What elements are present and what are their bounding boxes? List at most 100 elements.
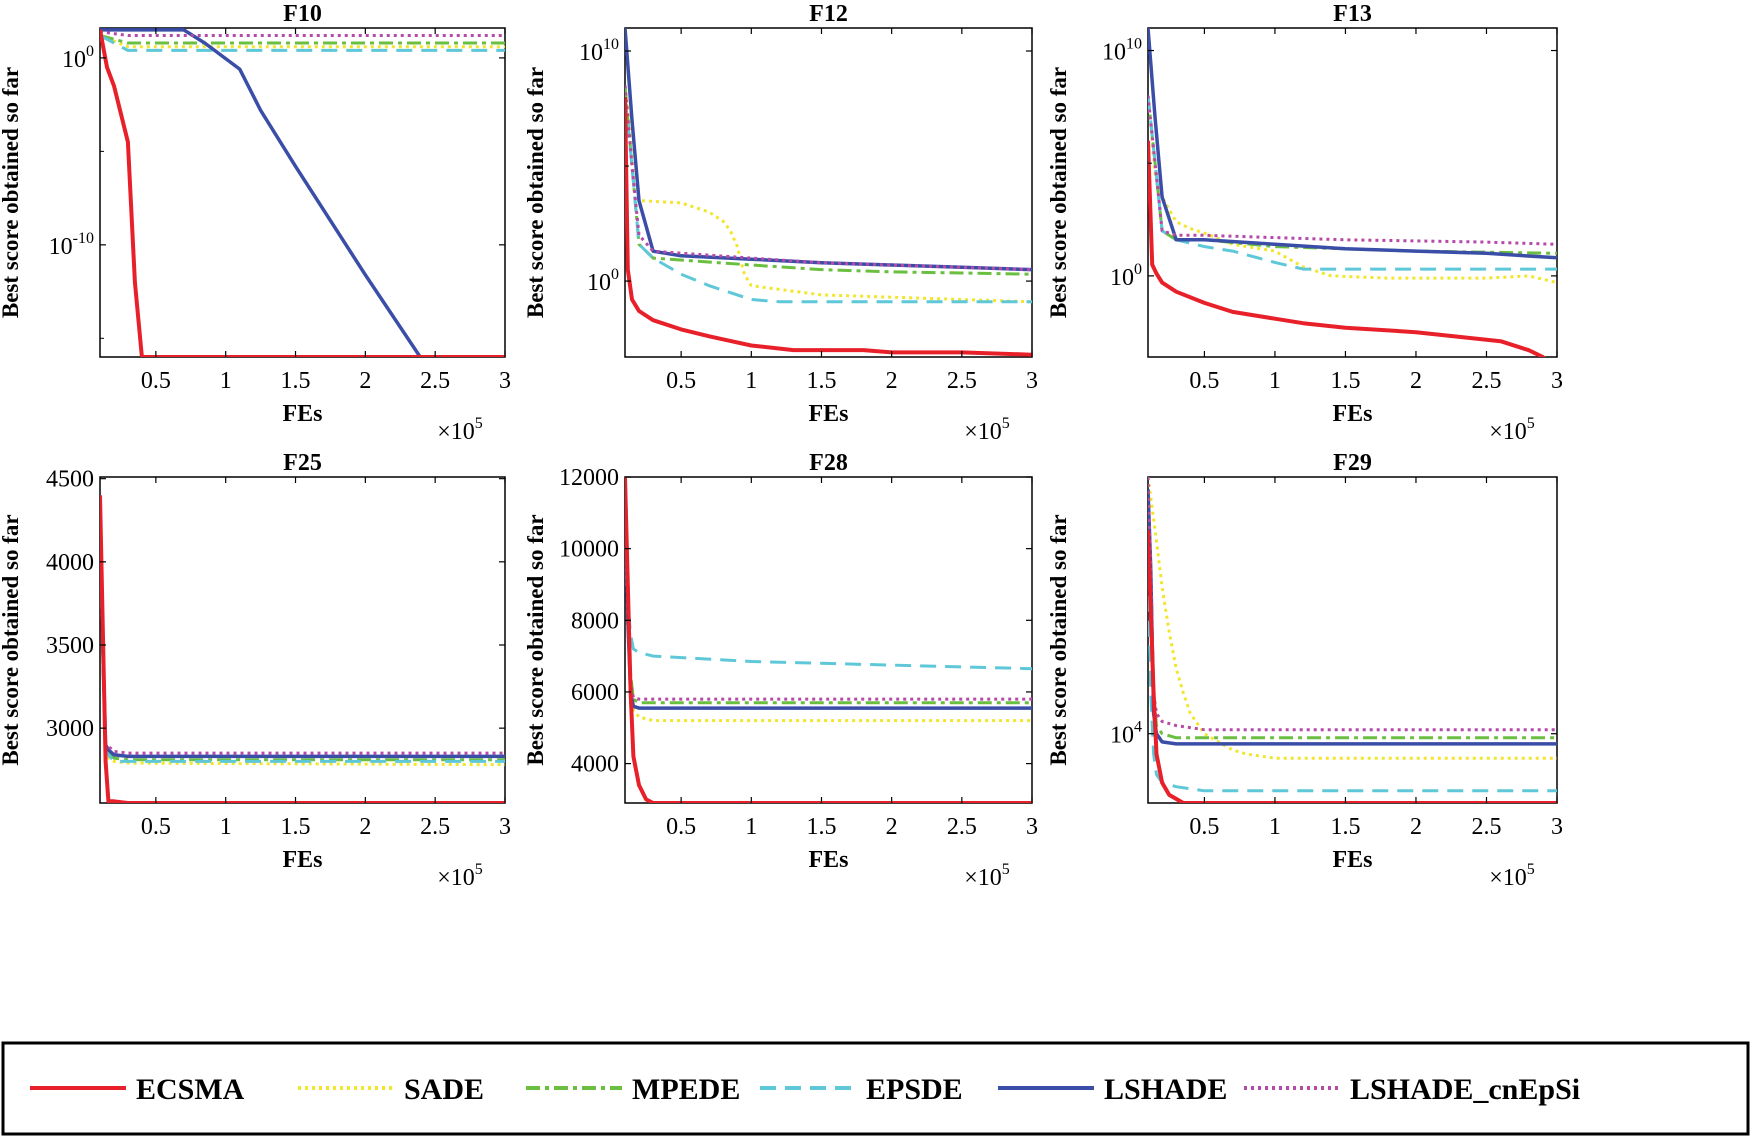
x-tick-label: 3: [1026, 814, 1038, 840]
x-tick-label: 1: [1269, 814, 1281, 840]
series-epsde: [1148, 95, 1557, 271]
panel-f29-series: [1148, 477, 1557, 803]
x-tick-label: 3: [499, 814, 511, 840]
x-tick-label: 1.5: [1330, 814, 1360, 840]
x-tick-label: 3: [499, 368, 511, 394]
panel-f10-x-multiplier: ×105: [437, 415, 483, 445]
y-tick-label: 104: [1110, 719, 1142, 749]
panel-f12: 0.5 1 1.5 2 2.5 3 1010 100 F12 FEs ×105 Best score …: [523, 1, 1038, 445]
x-tick-label: 1.5: [1330, 368, 1360, 394]
y-tick-label: 10-10: [49, 230, 94, 260]
panel-f10-axes: [99, 27, 506, 358]
x-tick-label: 1: [745, 368, 757, 394]
x-tick-label: 1.5: [806, 814, 836, 840]
legend-item-epsde: EPSDE: [760, 1073, 963, 1106]
panel-f10-ylabel: Best score obtained so far: [0, 67, 23, 318]
legend-label-mpede: MPEDE: [632, 1073, 740, 1106]
panel-f13-title: F13: [1333, 1, 1372, 27]
y-tick-label: 4500: [46, 467, 94, 493]
panel-f28-axes: [624, 476, 1033, 804]
legend-item-sade: SADE: [298, 1073, 484, 1106]
panel-f25-xlabel: FEs: [282, 847, 322, 873]
x-tick-label: 1.5: [281, 814, 311, 840]
series-ecsma: [100, 495, 505, 803]
y-tick-label: 12000: [559, 465, 619, 491]
legend-item-lshade: LSHADE: [998, 1073, 1227, 1106]
panel-f10-series: [100, 28, 505, 357]
panel-f29-x-multiplier: ×105: [1489, 861, 1535, 891]
panel-f13: 0.5 1 1.5 2 2.5 3 1010 100 F13 FEs ×105 Best score …: [1046, 1, 1563, 445]
series-sade: [100, 34, 505, 49]
y-tick-label: 8000: [571, 608, 619, 634]
x-tick-label: 2.5: [947, 814, 977, 840]
x-tick-label: 0.5: [141, 368, 171, 394]
x-tick-label: 0.5: [1189, 814, 1219, 840]
panel-f13-axes: [1147, 27, 1558, 358]
x-tick-label: 3: [1026, 368, 1038, 394]
x-tick-label: 1.5: [281, 368, 311, 394]
series-lshade-cnepsi: [625, 85, 1032, 272]
x-tick-label: 1: [220, 814, 232, 840]
series-ecsma: [100, 29, 505, 357]
panel-f13-xlabel: FEs: [1332, 401, 1372, 427]
legend-label-sade: SADE: [404, 1073, 484, 1106]
x-tick-label: 3: [1551, 814, 1563, 840]
panel-f28-title: F28: [809, 450, 848, 476]
panel-f25-title: F25: [283, 450, 322, 476]
panel-f10-xlabel: FEs: [282, 401, 322, 427]
legend-item-mpede: MPEDE: [526, 1073, 740, 1106]
series-epsde: [1148, 570, 1557, 793]
x-tick-label: 0.5: [666, 368, 696, 394]
panel-f25-x-multiplier: ×105: [437, 861, 483, 891]
panel-f13-x-multiplier: ×105: [1489, 415, 1535, 445]
series-lshade-cnepsi: [100, 30, 505, 37]
panel-f28-series: [625, 477, 1032, 803]
x-tick-label: 2.5: [947, 368, 977, 394]
legend: ECSMA SADE MPEDE EPSDE LSHADE LSHADE_cnEpSi: [1, 1041, 1750, 1136]
series-lshade: [625, 28, 1032, 272]
x-tick-label: 2: [359, 814, 371, 840]
x-tick-label: 1.5: [806, 368, 836, 394]
panel-f28: 0.5 1 1.5 2 2.5 3 4000 6000 8000 10000 12000 F28 FEs…: [523, 450, 1038, 891]
series-mpede: [100, 34, 505, 45]
panel-f12-series: [625, 28, 1032, 357]
x-tick-label: 2: [1410, 814, 1422, 840]
panel-f12-xlabel: FEs: [808, 401, 848, 427]
x-tick-label: 2.5: [420, 368, 450, 394]
x-tick-label: 2: [1410, 368, 1422, 394]
x-tick-label: 1: [1269, 368, 1281, 394]
legend-label-epsde: EPSDE: [866, 1073, 963, 1106]
panel-f29-axes: [1147, 476, 1558, 804]
y-tick-label: 6000: [571, 680, 619, 706]
y-tick-label: 4000: [46, 550, 94, 576]
x-tick-label: 3: [1551, 368, 1563, 394]
panel-f12-title: F12: [809, 1, 848, 27]
y-tick-label: 100: [62, 43, 94, 73]
legend-label-ecsma: ECSMA: [136, 1073, 245, 1106]
x-tick-label: 2.5: [1471, 814, 1501, 840]
series-sade: [1148, 477, 1557, 760]
legend-label-lshade-cnepsi: LSHADE_cnEpSi: [1350, 1073, 1580, 1106]
panel-f28-x-multiplier: ×105: [964, 861, 1010, 891]
panel-f29-title: F29: [1333, 450, 1372, 476]
x-tick-label: 2: [886, 814, 898, 840]
series-ecsma: [625, 477, 1032, 803]
series-ecsma: [625, 96, 1032, 357]
series-lshade: [100, 28, 423, 357]
y-tick-label: 1010: [579, 36, 619, 66]
legend-item-ecsma: ECSMA: [30, 1073, 245, 1106]
series-lshade: [1148, 28, 1557, 260]
panel-f12-x-multiplier: ×105: [964, 415, 1010, 445]
legend-item-lshade-cnepsi: LSHADE_cnEpSi: [1244, 1073, 1580, 1106]
panel-f13-series: [1148, 28, 1557, 357]
y-tick-label: 3500: [46, 633, 94, 659]
y-tick-label: 1010: [1102, 36, 1142, 66]
panel-f10-title: F10: [283, 1, 322, 27]
x-tick-label: 2.5: [1471, 368, 1501, 394]
legend-label-lshade: LSHADE: [1104, 1073, 1227, 1106]
series-epsde: [100, 34, 505, 52]
x-tick-label: 1: [745, 814, 757, 840]
panel-f25: 0.5 1 1.5 2 2.5 3 3000 3500 4000 4500 F25 FEs ×105 Be…: [0, 450, 511, 891]
x-tick-label: 2: [359, 368, 371, 394]
x-tick-label: 1: [220, 368, 232, 394]
